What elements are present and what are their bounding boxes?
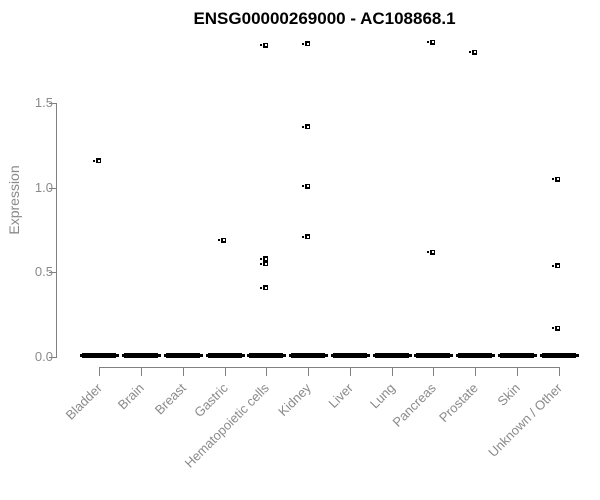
zero-cluster-bar (456, 353, 496, 358)
data-point (301, 41, 310, 47)
y-axis-label: Expression (6, 165, 22, 235)
x-axis-tick (558, 367, 560, 376)
zero-cluster-bar (247, 353, 287, 358)
y-axis-tick (49, 103, 56, 105)
y-axis-tick (49, 187, 56, 189)
x-axis-tick (517, 367, 518, 376)
zero-cluster-bar (498, 353, 537, 358)
y-axis-tick (49, 272, 56, 274)
data-point (426, 249, 435, 255)
zero-cluster-bar (372, 353, 412, 358)
zero-cluster-bar (163, 353, 203, 358)
x-axis-tick (266, 367, 268, 376)
data-point (259, 261, 268, 267)
x-axis-tick (182, 367, 184, 376)
y-tick-label: 0.5 (34, 264, 53, 280)
x-axis-tick (391, 367, 393, 376)
data-point (259, 285, 268, 291)
zero-cluster-bar (539, 353, 579, 358)
data-point (426, 39, 435, 45)
x-axis-tick (224, 367, 226, 376)
x-axis-tick (349, 367, 351, 376)
x-axis-tick (475, 367, 477, 376)
y-tick-label: 1.0 (34, 179, 53, 195)
x-axis-tick (433, 367, 435, 376)
x-axis-line (99, 367, 560, 368)
chart-title: ENSG00000269000 - AC108868.1 (193, 9, 456, 28)
zero-cluster-bar (330, 353, 370, 358)
data-point (218, 237, 227, 243)
y-tick-label: 0.0 (34, 349, 53, 364)
data-point (92, 158, 101, 164)
data-point (468, 49, 477, 55)
data-point (301, 124, 310, 130)
data-point (301, 183, 310, 189)
zero-cluster-bar (80, 353, 120, 358)
data-point (259, 256, 268, 262)
zero-cluster-bar (122, 353, 162, 358)
data-point (552, 325, 561, 331)
zero-cluster-bar (205, 353, 245, 358)
x-axis-tick (141, 367, 143, 376)
zero-cluster-bar (289, 353, 329, 358)
data-point (259, 42, 268, 48)
x-tick-label: Unknown / Other (485, 380, 565, 460)
data-point (301, 234, 310, 240)
data-point (552, 176, 561, 182)
zero-cluster-bar (414, 353, 454, 358)
data-point (552, 263, 561, 269)
y-axis-tick (49, 357, 56, 358)
y-tick-label: 1.5 (34, 95, 53, 111)
x-axis-tick (308, 367, 310, 376)
x-axis-tick (99, 367, 101, 376)
y-axis-line (56, 103, 57, 358)
